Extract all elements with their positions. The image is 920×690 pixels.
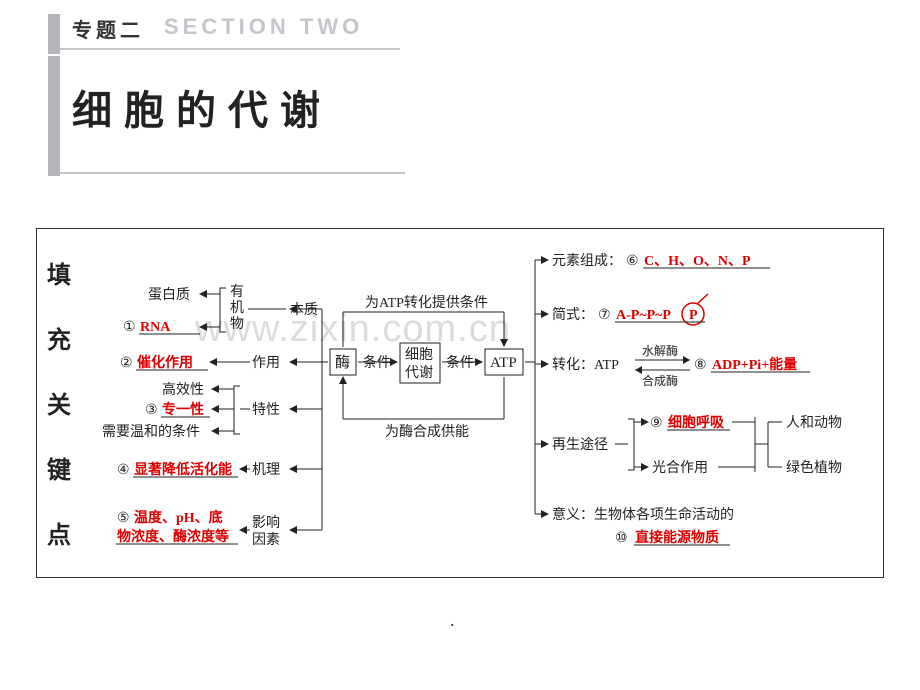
num8: ⑧ <box>694 358 707 373</box>
elem-label: 元素组成： <box>552 253 622 269</box>
ans2: 催化作用 <box>137 354 193 371</box>
property-label: 特性 <box>252 402 280 418</box>
higheff: 高效性 <box>162 381 204 398</box>
ans8: ADP+Pi+能量 <box>712 356 797 373</box>
ans10: 直接能源物质 <box>635 529 719 546</box>
concept-map: 酶 条件 细胞 代谢 条件 ATP 为ATP转化提供条件 为酶合成供能 本质 有… <box>90 234 880 574</box>
ans3: 专一性 <box>162 401 204 418</box>
essence-label: 本质 <box>290 302 318 318</box>
num1: ① <box>123 320 136 335</box>
topic-label: 专题二 <box>72 14 144 43</box>
ans5-2: 物浓度、酶浓度等 <box>117 528 229 545</box>
num3: ③ <box>145 403 158 418</box>
synthase: 合成酶 <box>642 373 678 388</box>
top-arc-label: 为ATP转化提供条件 <box>365 294 488 311</box>
action-label: 作用 <box>252 355 280 371</box>
num5: ⑤ <box>117 511 130 526</box>
mild: 需要温和的条件 <box>102 423 200 440</box>
green-plant: 绿色植物 <box>786 459 842 476</box>
factors-1: 影响 <box>252 515 280 531</box>
organic-3: 物 <box>230 316 244 332</box>
sig-label: 意义：生物体各项生命活动的 <box>552 506 734 523</box>
cell-metab-2: 代谢 <box>405 365 433 381</box>
num4: ④ <box>117 463 130 478</box>
side-char-4: 点 <box>47 515 71 550</box>
organic-2: 机 <box>230 300 244 316</box>
box-atp: ATP <box>490 355 517 371</box>
box-enzyme: 酶 <box>335 354 350 371</box>
num10: ⑩ <box>615 531 628 546</box>
side-char-0: 填 <box>47 255 71 290</box>
bottom-arc-label: 为酶合成供能 <box>385 424 469 440</box>
mechanism-label: 机理 <box>252 462 280 478</box>
convert-label: 转化：ATP <box>552 357 619 373</box>
ans9: 细胞呼吸 <box>668 414 725 431</box>
ans1: RNA <box>140 320 171 335</box>
short-label: 简式： <box>552 306 594 323</box>
ans4: 显著降低活化能 <box>134 461 232 478</box>
num7: ⑦ <box>598 308 611 323</box>
side-label: 填 充 关 键 点 <box>46 255 72 550</box>
ans5-1: 温度、pH、底 <box>134 509 223 526</box>
side-char-2: 关 <box>47 385 71 420</box>
pmark: P <box>689 308 698 323</box>
num9: ⑨ <box>650 416 663 431</box>
num6: ⑥ <box>626 254 639 269</box>
page-title: 细胞的代谢 <box>72 78 332 136</box>
num2: ② <box>120 356 133 371</box>
regen-label: 再生途径 <box>552 436 608 453</box>
factors-2: 因素 <box>252 532 280 548</box>
organic-1: 有 <box>230 284 244 300</box>
page-dot: . <box>450 610 455 631</box>
side-char-3: 键 <box>47 450 71 485</box>
side-char-1: 充 <box>47 320 71 355</box>
photosyn: 光合作用 <box>652 460 708 476</box>
human-animal: 人和动物 <box>786 415 842 431</box>
cell-metab-1: 细胞 <box>405 347 433 363</box>
ans7: A-P~P~P <box>616 308 671 323</box>
ans6: C、H、O、N、P <box>644 254 751 269</box>
hydrolase: 水解酶 <box>642 343 678 358</box>
section-english: SECTION TWO <box>164 14 363 40</box>
protein: 蛋白质 <box>148 287 190 303</box>
